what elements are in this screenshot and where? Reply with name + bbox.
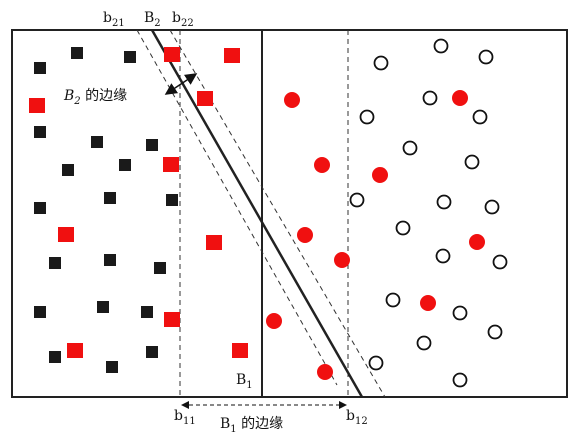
points bbox=[29, 38, 508, 388]
label-base: B bbox=[63, 88, 74, 104]
red-circle bbox=[314, 157, 330, 173]
black-square bbox=[124, 51, 136, 63]
label-b12: b12 bbox=[346, 408, 368, 427]
red-square bbox=[67, 343, 83, 358]
frame bbox=[11, 29, 568, 398]
label-sub: 1 bbox=[230, 424, 236, 435]
open-circle bbox=[464, 154, 480, 170]
red-square bbox=[197, 91, 213, 106]
label-base: B bbox=[236, 372, 246, 388]
label-b22: b22 bbox=[172, 10, 194, 29]
black-square bbox=[34, 202, 46, 214]
open-circle bbox=[478, 49, 494, 65]
label-b1-margin: B1 的边缘 bbox=[220, 416, 283, 435]
red-circle bbox=[266, 313, 282, 329]
label-base: b bbox=[174, 408, 183, 424]
red-square bbox=[164, 312, 180, 327]
red-circle bbox=[297, 227, 313, 243]
black-square bbox=[119, 159, 131, 171]
b21-line bbox=[136, 29, 338, 386]
label-sub: 12 bbox=[355, 416, 368, 427]
black-square bbox=[62, 164, 74, 176]
open-circle bbox=[436, 194, 452, 210]
red-circle bbox=[469, 234, 485, 250]
label-base: b bbox=[346, 408, 355, 424]
red-square bbox=[224, 48, 240, 63]
red-circle bbox=[317, 364, 333, 380]
label-sub: 21 bbox=[112, 18, 125, 29]
red-square bbox=[206, 235, 222, 250]
black-square bbox=[34, 126, 46, 138]
open-circle bbox=[487, 324, 503, 340]
red-circle bbox=[334, 252, 350, 268]
open-circle bbox=[435, 248, 451, 264]
black-square bbox=[166, 194, 178, 206]
label-base: B bbox=[144, 10, 154, 26]
label-rest: 的边缘 bbox=[81, 88, 127, 104]
red-square bbox=[29, 98, 45, 113]
label-sub: 22 bbox=[181, 18, 194, 29]
red-square bbox=[58, 227, 74, 242]
label-base: b bbox=[172, 10, 181, 26]
label-sub: 11 bbox=[183, 416, 196, 427]
label-sub: 2 bbox=[73, 96, 80, 107]
label-B1: B1 bbox=[236, 372, 253, 391]
black-square bbox=[49, 257, 61, 269]
black-square bbox=[71, 47, 83, 59]
open-circle bbox=[452, 372, 468, 388]
open-circle bbox=[349, 192, 365, 208]
label-b2-margin: B2 的边缘 bbox=[63, 88, 127, 107]
black-square bbox=[34, 306, 46, 318]
b2-line bbox=[150, 29, 364, 398]
label-B2: B2 bbox=[144, 10, 161, 29]
label-base: B bbox=[220, 416, 230, 432]
red-circle bbox=[372, 167, 388, 183]
open-circle bbox=[422, 90, 438, 106]
red-square bbox=[232, 343, 248, 358]
red-square bbox=[164, 47, 180, 62]
label-sub: 1 bbox=[246, 380, 252, 391]
open-circle bbox=[416, 335, 432, 351]
open-circle bbox=[359, 109, 375, 125]
label-sub: 2 bbox=[154, 18, 160, 29]
red-circle bbox=[420, 295, 436, 311]
red-circle bbox=[284, 92, 300, 108]
black-square bbox=[104, 192, 116, 204]
label-b11: b11 bbox=[174, 408, 196, 427]
open-circle bbox=[492, 254, 508, 270]
red-square bbox=[163, 157, 179, 172]
black-square bbox=[34, 62, 46, 74]
label-rest: 的边缘 bbox=[237, 416, 283, 432]
open-circle bbox=[484, 199, 500, 215]
black-square bbox=[97, 301, 109, 313]
black-square bbox=[49, 351, 61, 363]
label-base: b bbox=[103, 10, 112, 26]
open-circle bbox=[368, 355, 384, 371]
b22-line bbox=[169, 29, 386, 398]
black-square bbox=[146, 346, 158, 358]
black-square bbox=[154, 262, 166, 274]
black-square bbox=[141, 306, 153, 318]
black-square bbox=[91, 136, 103, 148]
open-circle bbox=[472, 109, 488, 125]
black-square bbox=[146, 139, 158, 151]
red-circle bbox=[452, 90, 468, 106]
black-square bbox=[106, 361, 118, 373]
b2-margin-arrow bbox=[164, 73, 198, 95]
black-square bbox=[104, 254, 116, 266]
open-circle bbox=[452, 305, 468, 321]
open-circle bbox=[402, 140, 418, 156]
label-b21: b21 bbox=[103, 10, 125, 29]
open-circle bbox=[395, 220, 411, 236]
open-circle bbox=[385, 292, 401, 308]
open-circle bbox=[373, 55, 389, 71]
open-circle bbox=[433, 38, 449, 54]
